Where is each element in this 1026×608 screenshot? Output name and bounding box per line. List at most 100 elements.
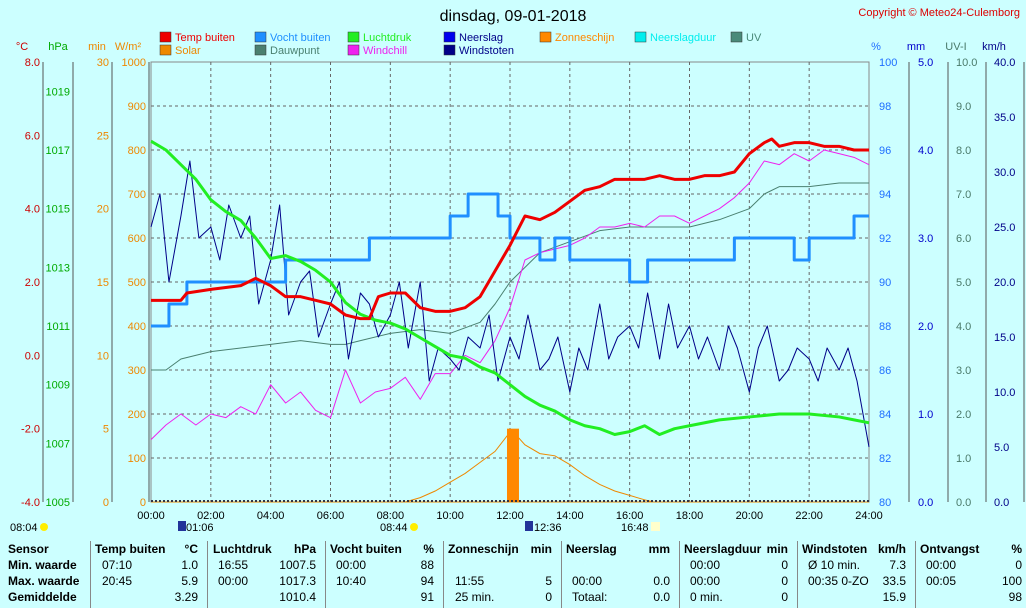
sun-event-label: 01:06 <box>186 522 214 534</box>
min-tick-label: 20 <box>97 204 109 216</box>
sunset-icon <box>651 522 660 531</box>
table-cell-value: 0 <box>781 590 788 604</box>
uv-tick-label: 8.0 <box>956 145 971 157</box>
table-cell-time: 00:00 <box>218 574 249 588</box>
legend-swatch <box>443 44 456 56</box>
min-tick-label: 25 <box>97 130 109 142</box>
weather-chart: dinsdag, 09-01-2018 Copyright © Meteo24-… <box>10 7 1025 534</box>
kmh-tick-label: 0.0 <box>994 497 1009 509</box>
axes: 00:00 02:00 04:00 06:00 08:00 10:00 12:00 14:00… <box>16 41 1025 522</box>
moon-icon <box>525 521 533 531</box>
table-divider <box>207 541 208 608</box>
table-cell-time: 0 min. <box>690 590 723 604</box>
table-header-label: Neerslagduur <box>684 542 762 556</box>
table-cell-time: 00:00 <box>926 558 957 572</box>
pct-tick-label: 86 <box>879 365 891 377</box>
table-row: Gemiddelde 3.29 1010.4 91 25 min. 0 Totaal: 0.0… <box>0 590 1026 606</box>
legend: Temp buiten Vocht buiten Luchtdruk Neerslag… <box>159 31 762 57</box>
table-cell-value: 0 <box>781 574 788 588</box>
temp-tick-label: -2.0 <box>21 424 40 436</box>
hpa-tick-label: 1009 <box>46 380 70 392</box>
hpa-tick-label: 1017 <box>46 145 70 157</box>
table-header-unit: % <box>1011 542 1022 556</box>
solar-tick-label: 700 <box>128 189 146 201</box>
legend-swatch <box>347 31 360 43</box>
mm-tick-label: 4.0 <box>918 145 933 157</box>
table-divider <box>561 541 562 608</box>
table-cell-value: 5.9 <box>181 574 198 588</box>
pct-tick-label: 90 <box>879 277 891 289</box>
solar-line <box>151 430 869 503</box>
table-header: Sensor Temp buiten °C Luchtdruk hPa Vocht bui… <box>0 542 1026 558</box>
mm-tick-label: 5.0 <box>918 57 933 69</box>
legend-swatch <box>634 31 647 43</box>
hpa-tick-label: 1019 <box>46 86 70 98</box>
mm-tick-label: 2.0 <box>918 321 933 333</box>
min-axis-unit: min <box>88 41 106 53</box>
mm-tick-label: 0.0 <box>918 497 933 509</box>
x-tick-label: 10:00 <box>436 510 464 522</box>
legend-label: Zonneschijn <box>555 32 614 44</box>
table-header-unit: min <box>530 542 552 556</box>
temp-tick-label: 6.0 <box>25 130 40 142</box>
pct-tick-label: 98 <box>879 101 891 113</box>
copyright-label: Copyright © Meteo24-Culemborg <box>858 7 1020 19</box>
x-tick-label: 08:00 <box>377 510 405 522</box>
sun-icon <box>410 523 418 531</box>
hpa-tick-label: 1015 <box>46 204 70 216</box>
table-cell-time: 00:35 0-ZO <box>808 574 869 588</box>
kmh-tick-label: 35.0 <box>994 112 1015 124</box>
x-tick-label: 14:00 <box>556 510 584 522</box>
table-header-label: Zonneschijn <box>448 542 519 556</box>
legend-label: Luchtdruk <box>363 32 412 44</box>
uv-tick-label: 5.0 <box>956 277 971 289</box>
humidity-line <box>151 192 869 328</box>
mm-tick-label: 1.0 <box>918 409 933 421</box>
table-cell-time: 00:00 <box>336 558 367 572</box>
table-cell-time: 07:10 <box>102 558 133 572</box>
plot-area <box>150 137 870 503</box>
temp-tick-label: 8.0 <box>25 57 40 69</box>
table-divider <box>325 541 326 608</box>
table-header-unit: mm <box>648 542 670 556</box>
hpa-tick-label: 1011 <box>46 321 70 333</box>
table-cell-value: 0 <box>545 590 552 604</box>
table-header-unit: min <box>766 542 788 556</box>
uv-tick-label: 3.0 <box>956 365 971 377</box>
moon-icon <box>178 521 186 531</box>
table-divider <box>679 541 680 608</box>
sun-icon <box>40 523 48 531</box>
temp-axis-unit: °C <box>16 41 28 53</box>
solar-tick-label: 100 <box>128 453 146 465</box>
pct-tick-label: 82 <box>879 453 891 465</box>
uv-tick-label: 6.0 <box>956 233 971 245</box>
table-cell-time: Ø 10 min. <box>808 558 861 572</box>
table-header-label: Luchtdruk <box>213 542 272 556</box>
x-tick-label: 00:00 <box>137 510 165 522</box>
temp-tick-label: -4.0 <box>21 497 40 509</box>
table-cell-value: 0.0 <box>653 590 670 604</box>
legend-swatch <box>159 31 172 43</box>
legend-swatch <box>443 31 456 43</box>
sun-events: 08:04 01:06 08:44 12:36 16:48 <box>10 500 869 534</box>
table-header-label: Sensor <box>8 542 49 556</box>
x-tick-label: 22:00 <box>795 510 823 522</box>
table-cell-time: Totaal: <box>572 590 608 604</box>
legend-label: Vocht buiten <box>270 32 331 44</box>
table-cell-time: 00:00 <box>690 574 721 588</box>
solar-tick-label: 400 <box>128 321 146 333</box>
x-tick-label: 16:00 <box>616 510 644 522</box>
table-cell-value: 33.5 <box>882 574 906 588</box>
kmh-tick-label: 5.0 <box>994 442 1009 454</box>
sun-event-label: 08:44 <box>380 522 408 534</box>
table-divider <box>797 541 798 608</box>
hpa-tick-label: 1013 <box>46 262 70 274</box>
uv-tick-label: 9.0 <box>956 101 971 113</box>
table-header-label: Neerslag <box>566 542 617 556</box>
min-tick-label: 0 <box>103 497 109 509</box>
solar-tick-label: 800 <box>128 145 146 157</box>
summary-table: Sensor Temp buiten °C Luchtdruk hPa Vocht bui… <box>0 537 1026 608</box>
temp-tick-label: 0.0 <box>25 350 40 362</box>
solar-axis-unit: W/m² <box>115 41 142 53</box>
hpa-axis-unit: hPa <box>48 41 68 53</box>
